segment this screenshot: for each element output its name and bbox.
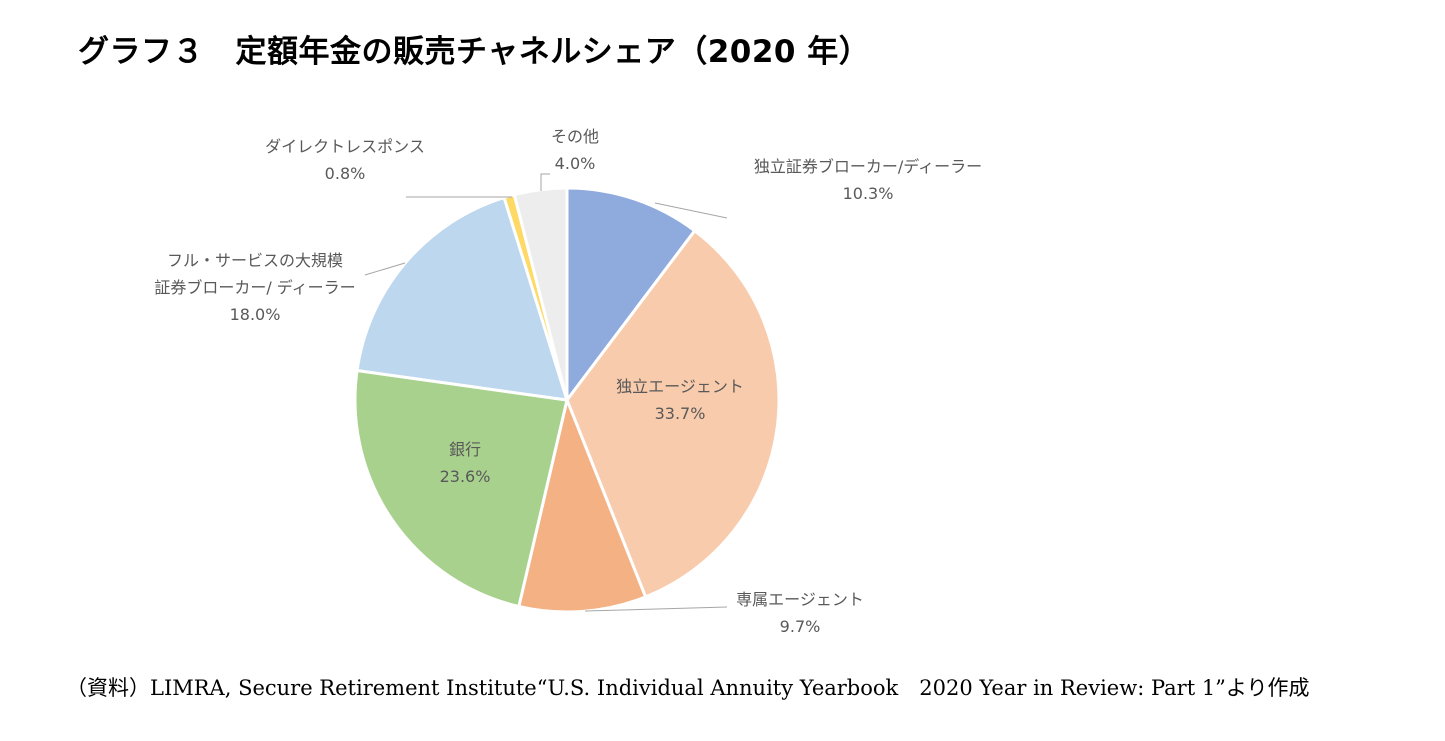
slice-category-label: 証券ブローカー/ ディーラー xyxy=(154,278,355,297)
slice-category-label: 専属エージェント xyxy=(736,590,864,609)
slice-category-label: ダイレクトレスポンス xyxy=(265,137,425,156)
slice-category-label: 銀行 xyxy=(449,440,481,459)
pie-slices xyxy=(353,186,781,614)
slice-value-label: 18.0% xyxy=(230,305,281,324)
pie-slice-3 xyxy=(353,368,569,609)
page-title: グラフ３ 定額年金の販売チャネルシェア（2020 年） xyxy=(78,34,871,70)
slice-category-label: フル・サービスの大規模 xyxy=(167,251,343,270)
slice-value-label: 9.7% xyxy=(780,617,821,636)
leader-line-4 xyxy=(364,262,406,276)
slice-labels: 独立証券ブローカー/ディーラー 10.3% 独立エージェント 33.7% 専属エージェン… xyxy=(154,127,982,636)
slice-category-label: その他 xyxy=(551,127,599,146)
leader-line-0 xyxy=(654,202,728,219)
leader-lines xyxy=(364,173,728,612)
pie-slice-6 xyxy=(512,186,569,401)
pie-slice-1 xyxy=(565,228,781,599)
slice-category-label: 独立証券ブローカー/ディーラー xyxy=(754,157,982,176)
pie-slice-2 xyxy=(517,395,648,614)
slice-value-label: 4.0% xyxy=(555,154,596,173)
source-note: （資料）LIMRA, Secure Retirement Institute“U… xyxy=(66,676,1310,700)
slice-value-label: 23.6% xyxy=(440,467,491,486)
pie-slice-4 xyxy=(355,195,570,402)
slice-value-label: 33.7% xyxy=(655,404,706,423)
slice-category-label: 独立エージェント xyxy=(616,377,744,396)
slice-value-label: 10.3% xyxy=(843,184,894,203)
leader-line-6 xyxy=(540,173,550,191)
slice-value-label: 0.8% xyxy=(325,164,366,183)
pie-slice-0 xyxy=(565,186,697,405)
leader-line-2 xyxy=(584,606,728,612)
